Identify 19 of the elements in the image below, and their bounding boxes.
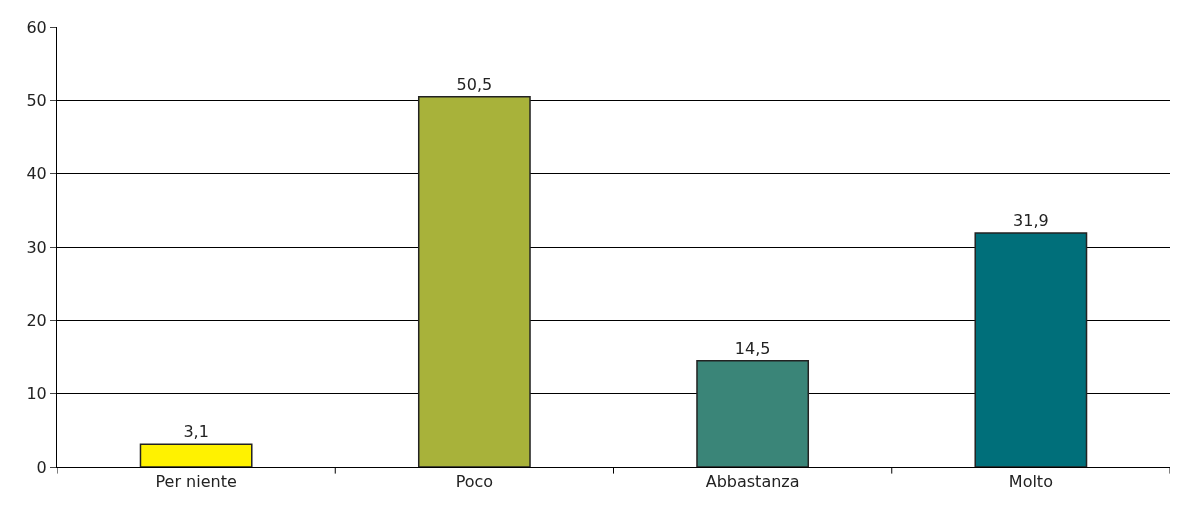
y-tick-label: 20 <box>26 310 47 330</box>
y-tick-label: 0 <box>36 457 47 477</box>
bar <box>974 232 1088 467</box>
y-tick-label: 30 <box>26 237 47 257</box>
y-tick-label: 60 <box>26 17 47 37</box>
bar <box>696 359 810 467</box>
x-tick-label: Abbastanza <box>705 472 800 492</box>
data-label: 31,9 <box>1013 211 1049 231</box>
x-tick-label: Per niente <box>155 472 237 492</box>
bar <box>417 95 531 467</box>
data-label: 3,1 <box>183 422 209 442</box>
x-tick-label: Molto <box>1008 472 1053 492</box>
y-tick-label: 40 <box>26 164 47 184</box>
x-tick-label: Poco <box>455 472 494 492</box>
data-label: 14,5 <box>734 338 771 358</box>
bar <box>139 443 253 467</box>
data-label: 50,5 <box>456 74 493 94</box>
y-tick-label: 50 <box>26 90 47 110</box>
y-tick-label: 10 <box>26 384 47 404</box>
